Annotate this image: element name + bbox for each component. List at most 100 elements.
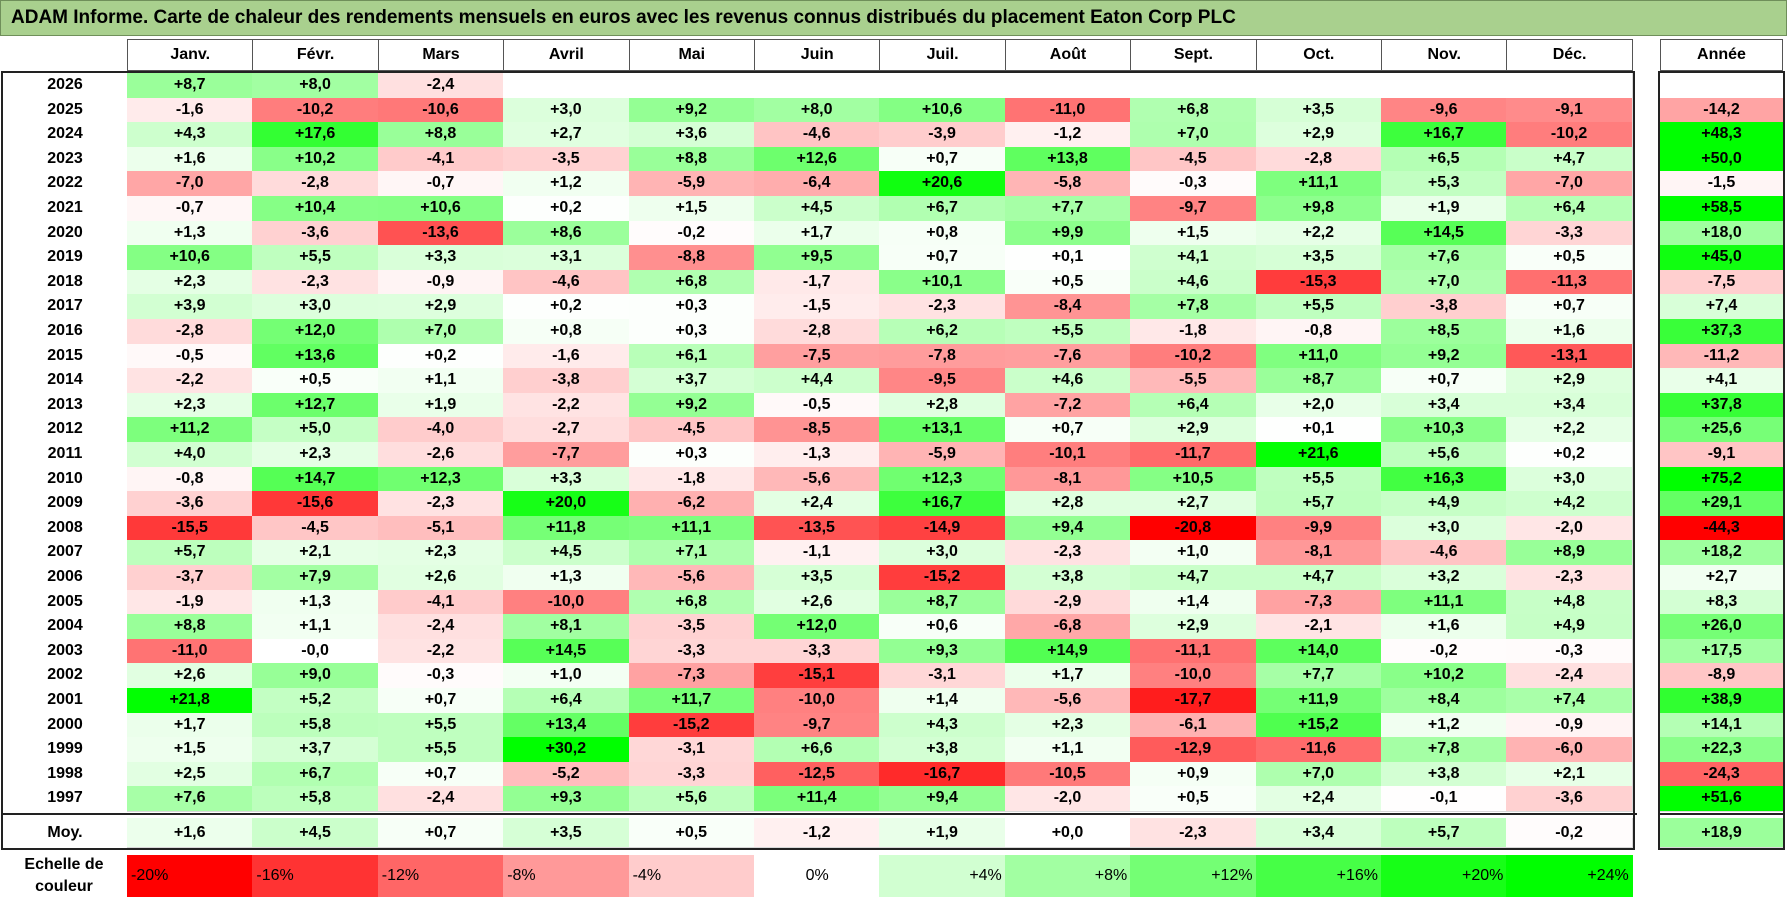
heatmap-cell: +0,3 — [628, 319, 755, 345]
month-header: Mai — [628, 39, 755, 71]
heatmap-cell: -0,8 — [127, 466, 254, 493]
heatmap-cell: -7,8 — [879, 343, 1006, 370]
heatmap-cell: +10,2 — [252, 146, 379, 173]
heatmap-cell: +1,7 — [127, 712, 254, 739]
heatmap-cell: +0,6 — [879, 614, 1006, 640]
heatmap-cell: -2,2 — [127, 368, 254, 394]
heatmap-cell: +4,1 — [1130, 245, 1257, 271]
heatmap-cell: -8,1 — [1255, 540, 1382, 566]
heatmap-cell: +2,6 — [127, 663, 254, 689]
color-scale-label: Echelle de couleur — [24, 856, 104, 895]
chart-title: ADAM Informe. Carte de chaleur des rende… — [0, 0, 1787, 36]
heatmap-cell: -10,1 — [1004, 442, 1132, 468]
heatmap-cell: -11,0 — [1004, 97, 1132, 124]
heatmap-cell: +14,0 — [1255, 638, 1382, 665]
heatmap-cell: +5,5 — [252, 245, 379, 271]
month-header: Oct. — [1255, 39, 1382, 71]
heatmap-cell: -3,9 — [879, 122, 1006, 148]
heatmap-cell: -7,7 — [503, 442, 630, 468]
heatmap-cell — [879, 73, 1006, 99]
heatmap-cell: +4,4 — [754, 368, 881, 394]
heatmap-cell: -8,4 — [1004, 294, 1132, 320]
heatmap-cell: +2,9 — [1255, 122, 1382, 148]
month-header: Juil. — [879, 39, 1006, 71]
heatmap-cell: -2,8 — [127, 319, 254, 345]
heatmap-cell: -3,3 — [628, 638, 755, 665]
average-cell: -1,2 — [754, 818, 881, 848]
heatmap-cell: -3,3 — [1506, 220, 1633, 247]
heatmap-cell: +8,0 — [754, 97, 881, 124]
heatmap-cell: -1,8 — [1130, 319, 1257, 345]
heatmap-cell: -6,2 — [628, 491, 755, 517]
heatmap-cell: +0,7 — [377, 688, 505, 714]
heatmap-cell: -4,5 — [252, 515, 379, 542]
heatmap-cell: +2,4 — [754, 491, 881, 517]
heatmap-cell: -20,8 — [1130, 515, 1257, 542]
heatmap-cell: +2,4 — [1255, 786, 1382, 812]
heatmap-cell: -6,8 — [1004, 614, 1132, 640]
color-scale-swatch: +16% — [1255, 855, 1382, 897]
heatmap-cell: +7,0 — [1130, 122, 1257, 148]
heatmap-cell: +7,8 — [1381, 737, 1508, 763]
heatmap-cell: +2,8 — [1004, 491, 1132, 517]
year-label: 2002 — [3, 663, 127, 688]
heatmap-cell: -1,6 — [127, 97, 254, 124]
heatmap-cell: -16,7 — [879, 761, 1006, 788]
heatmap-cell: +3,1 — [503, 245, 630, 271]
heatmap-cell: +1,7 — [754, 220, 881, 247]
heatmap-cell: -2,8 — [754, 319, 881, 345]
heatmap-cell: +8,7 — [127, 73, 254, 99]
heatmap-cell — [1004, 73, 1132, 99]
heatmap-cell: -12,9 — [1130, 737, 1257, 763]
heatmap-cell: +12,7 — [252, 392, 379, 419]
heatmap-cell: +3,4 — [1381, 392, 1508, 419]
heatmap-cell: -0,9 — [377, 269, 505, 296]
year-label: 2014 — [3, 368, 127, 393]
heatmap-cell: +6,4 — [503, 688, 630, 714]
heatmap-cell: +1,1 — [252, 614, 379, 640]
heatmap-cell: -0,3 — [1506, 638, 1633, 665]
heatmap-cell: +7,9 — [252, 565, 379, 591]
heatmap-cell: +20,6 — [879, 171, 1006, 197]
heatmap-cell: -2,4 — [377, 786, 505, 812]
heatmap-cell: -15,5 — [127, 515, 254, 542]
heatmap-cell: +4,7 — [1255, 565, 1382, 591]
heatmap-cell: +1,3 — [252, 589, 379, 616]
heatmap-cell: +0,5 — [1004, 269, 1132, 296]
heatmap-cell: +16,7 — [1381, 122, 1508, 148]
heatmap-cell: +5,2 — [252, 688, 379, 714]
year-label: 2001 — [3, 688, 127, 713]
heatmap-cell: +2,1 — [1506, 761, 1633, 788]
heatmap-cell: -7,0 — [127, 171, 254, 197]
heatmap-cell: +2,3 — [127, 269, 254, 296]
heatmap-cell: +9,3 — [503, 786, 630, 812]
year-label: 2009 — [3, 491, 127, 516]
heatmap-cell: -2,4 — [377, 73, 505, 99]
month-header: Août — [1004, 39, 1132, 71]
heatmap-cell — [503, 73, 630, 99]
color-scale-swatch: +20% — [1381, 855, 1508, 897]
heatmap-cell: -1,8 — [628, 466, 755, 493]
heatmap-cell: +3,3 — [503, 466, 630, 493]
heatmap-cell: -7,3 — [628, 663, 755, 689]
heatmap-cell: +12,3 — [879, 466, 1006, 493]
heatmap-cell: +14,9 — [1004, 638, 1132, 665]
heatmap-cell: +11,1 — [1255, 171, 1382, 197]
month-header: Mars — [377, 39, 505, 71]
year-label: 2000 — [3, 712, 127, 738]
heatmap-cell: +2,2 — [1506, 417, 1633, 443]
heatmap-cell: +2,9 — [1130, 614, 1257, 640]
heatmap-cell: -3,6 — [127, 491, 254, 517]
heatmap-cell: -3,5 — [503, 146, 630, 173]
heatmap-cell: +9,2 — [628, 392, 755, 419]
color-scale-swatch: -8% — [503, 855, 630, 897]
heatmap-cell: +8,7 — [879, 589, 1006, 616]
year-label: 2019 — [3, 245, 127, 270]
heatmap-cell: -11,1 — [1130, 638, 1257, 665]
heatmap-cell: -3,1 — [628, 737, 755, 763]
annual-cell: +26,0 — [1660, 614, 1783, 640]
heatmap-cell: +1,4 — [879, 688, 1006, 714]
heatmap-cell: +2,0 — [1255, 392, 1382, 419]
heatmap-cell: +12,3 — [377, 466, 505, 493]
heatmap-cell: +2,7 — [1130, 491, 1257, 517]
